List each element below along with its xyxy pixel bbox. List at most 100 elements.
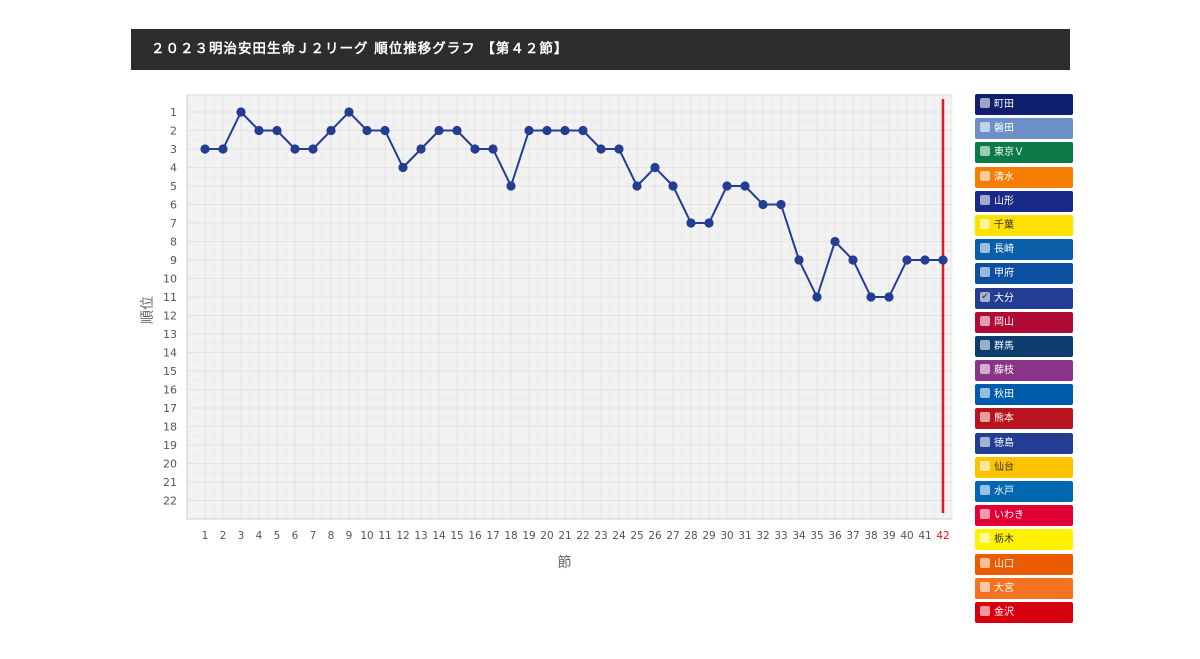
x-tick-label: 39 bbox=[882, 530, 895, 542]
legend-item[interactable]: いわき bbox=[975, 505, 1073, 527]
y-tick-label: 18 bbox=[163, 421, 177, 434]
legend-item[interactable]: 秋田 bbox=[975, 384, 1073, 406]
x-tick-label: 30 bbox=[720, 530, 733, 542]
x-tick-label: 16 bbox=[468, 530, 482, 542]
legend-item-label: 大分 bbox=[994, 292, 1014, 304]
legend-item[interactable]: 甲府 bbox=[975, 263, 1073, 285]
data-point bbox=[812, 292, 822, 302]
legend-item-label: 仙台 bbox=[994, 461, 1014, 473]
checkbox-icon[interactable] bbox=[980, 218, 990, 229]
data-point bbox=[920, 255, 930, 265]
legend-item[interactable]: 熊本 bbox=[975, 408, 1073, 430]
checkbox-icon[interactable] bbox=[980, 315, 990, 326]
data-point bbox=[866, 292, 876, 302]
legend-item[interactable]: 水戸 bbox=[975, 481, 1073, 502]
x-tick-label: 20 bbox=[540, 530, 553, 542]
legend-item-label: 磐田 bbox=[994, 123, 1014, 135]
y-tick-label: 21 bbox=[163, 476, 177, 489]
x-tick-label: 42 bbox=[936, 530, 949, 542]
checkbox-icon[interactable] bbox=[980, 485, 990, 495]
legend-item-label: 栃木 bbox=[994, 534, 1014, 546]
y-tick-label: 5 bbox=[170, 180, 177, 193]
y-tick-label: 7 bbox=[170, 217, 177, 230]
checkbox-icon[interactable] bbox=[980, 388, 990, 399]
x-tick-label: 19 bbox=[522, 530, 535, 542]
data-point bbox=[506, 181, 516, 191]
data-point bbox=[452, 125, 462, 136]
x-tick-label: 24 bbox=[612, 530, 626, 542]
checkbox-icon[interactable] bbox=[980, 557, 990, 568]
data-point bbox=[416, 144, 426, 154]
legend-item-label: 水戸 bbox=[994, 486, 1014, 497]
legend-item[interactable]: 仙台 bbox=[975, 456, 1073, 478]
legend-item[interactable]: 東京Ｖ bbox=[975, 142, 1073, 164]
checkbox-icon[interactable] bbox=[980, 533, 990, 544]
legend-item[interactable]: 徳島 bbox=[975, 432, 1073, 454]
legend-item-label: 大宮 bbox=[994, 582, 1014, 594]
y-tick-label: 11 bbox=[163, 291, 177, 304]
checkbox-icon[interactable] bbox=[980, 581, 990, 592]
legend-item[interactable]: 山口 bbox=[975, 553, 1073, 575]
x-tick-label: 28 bbox=[684, 530, 697, 542]
x-tick-label: 38 bbox=[864, 530, 877, 542]
legend-item-label: 東京Ｖ bbox=[994, 147, 1024, 159]
data-point bbox=[218, 144, 228, 154]
data-point bbox=[830, 236, 840, 247]
checkbox-checked-icon[interactable]: ✔ bbox=[980, 291, 990, 302]
checkbox-icon[interactable] bbox=[980, 243, 990, 254]
x-tick-label: 35 bbox=[810, 530, 823, 542]
legend-item[interactable]: 栃木 bbox=[975, 529, 1073, 551]
data-point bbox=[740, 181, 750, 191]
y-tick-label: 3 bbox=[170, 143, 177, 156]
x-tick-label: 10 bbox=[360, 530, 373, 542]
checkbox-icon[interactable] bbox=[980, 146, 990, 157]
legend-item[interactable]: 町田 bbox=[975, 94, 1073, 115]
y-tick-label: 12 bbox=[163, 310, 177, 323]
y-tick-label: 4 bbox=[170, 162, 177, 175]
data-point bbox=[470, 144, 480, 154]
checkbox-icon[interactable] bbox=[980, 194, 990, 205]
y-tick-label: 14 bbox=[163, 347, 177, 360]
legend-item[interactable]: 千葉 bbox=[975, 214, 1073, 236]
checkbox-icon[interactable] bbox=[980, 605, 990, 616]
data-point bbox=[236, 107, 246, 117]
y-tick-label: 22 bbox=[163, 495, 177, 508]
x-tick-label: 37 bbox=[846, 530, 859, 542]
x-tick-label: 21 bbox=[558, 530, 571, 542]
y-tick-label: 17 bbox=[163, 402, 177, 415]
y-tick-label: 1 bbox=[170, 106, 177, 119]
legend-item[interactable]: 藤枝 bbox=[975, 360, 1073, 382]
x-tick-label: 17 bbox=[486, 530, 499, 542]
checkbox-icon[interactable] bbox=[980, 98, 990, 108]
checkbox-icon[interactable] bbox=[980, 170, 990, 181]
checkbox-icon[interactable] bbox=[980, 267, 990, 278]
data-point bbox=[542, 125, 552, 136]
data-point bbox=[668, 181, 678, 191]
checkbox-icon[interactable] bbox=[980, 509, 990, 520]
legend-item[interactable]: 長崎 bbox=[975, 239, 1073, 261]
x-tick-label: 4 bbox=[256, 530, 263, 542]
x-tick-label: 14 bbox=[432, 530, 446, 542]
y-tick-label: 19 bbox=[163, 439, 177, 452]
legend-item[interactable]: 大宮 bbox=[975, 577, 1073, 599]
checkbox-icon[interactable] bbox=[980, 436, 990, 447]
legend-item[interactable]: 岡山 bbox=[975, 311, 1073, 333]
legend-item[interactable]: 磐田 bbox=[975, 118, 1073, 140]
legend-item[interactable]: 清水 bbox=[975, 166, 1073, 188]
checkbox-icon[interactable] bbox=[980, 364, 990, 375]
checkbox-icon[interactable] bbox=[980, 122, 990, 133]
legend-item[interactable]: 群馬 bbox=[975, 335, 1073, 357]
checkbox-icon[interactable] bbox=[980, 460, 990, 471]
y-tick-label: 8 bbox=[170, 236, 177, 249]
legend-item[interactable]: 山形 bbox=[975, 190, 1073, 212]
legend-item-label: 山形 bbox=[994, 195, 1014, 207]
y-tick-label: 13 bbox=[163, 328, 177, 341]
data-point bbox=[758, 199, 768, 210]
checkbox-icon[interactable] bbox=[980, 339, 990, 350]
legend-item[interactable]: 金沢 bbox=[975, 601, 1073, 623]
data-point bbox=[308, 144, 318, 154]
legend-item[interactable]: ✔ 大分 bbox=[975, 287, 1073, 309]
x-tick-label: 36 bbox=[828, 530, 842, 542]
checkbox-icon[interactable] bbox=[980, 412, 990, 423]
data-point bbox=[776, 199, 786, 210]
